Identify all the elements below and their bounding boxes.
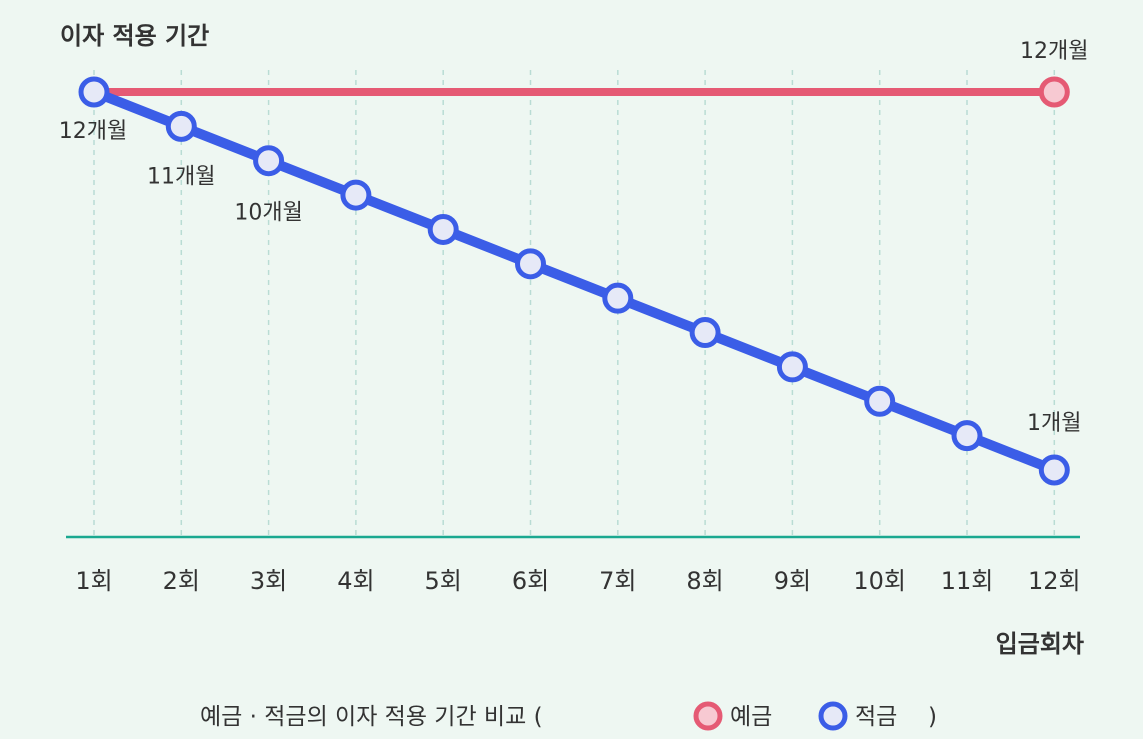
data-point-savings — [776, 351, 808, 383]
data-point-savings — [78, 76, 110, 108]
data-point-savings — [1038, 454, 1070, 486]
x-tick-label: 8회 — [686, 567, 723, 595]
point-label-savings: 1개월 — [1027, 411, 1081, 436]
point-labels: 12개월 12개월 11개월 10개월 1개월 — [59, 39, 1089, 436]
x-tick-label: 12회 — [1028, 567, 1081, 595]
series-points — [78, 76, 1070, 486]
point-label-savings: 10개월 — [234, 201, 302, 226]
x-tick-label: 2회 — [163, 567, 200, 595]
data-point-savings — [427, 213, 459, 245]
data-point-savings — [602, 282, 634, 314]
data-point-savings — [165, 110, 197, 142]
data-point-savings — [340, 179, 372, 211]
caption-suffix: ) — [928, 704, 937, 730]
series-line-savings — [89, 87, 1060, 475]
y-axis-title: 이자 적용 기간 — [60, 22, 209, 50]
x-tick-label: 11회 — [941, 567, 994, 595]
x-tick-label: 10회 — [853, 567, 906, 595]
caption-prefix: 예금 · 적금의 이자 적용 기간 비교 ( — [200, 704, 543, 730]
x-tick-label: 3회 — [250, 567, 287, 595]
data-point-savings — [864, 385, 896, 417]
x-tick-label: 7회 — [599, 567, 636, 595]
legend-caption: 예금 · 적금의 이자 적용 기간 비교 ( 예금 적금 ) — [200, 701, 937, 731]
x-tick-label: 9회 — [774, 567, 811, 595]
legend-label-deposit: 예금 — [730, 704, 772, 730]
data-point-savings — [253, 145, 285, 177]
data-point-savings — [689, 317, 721, 349]
x-tick-label: 1회 — [75, 567, 112, 595]
grid-lines — [93, 70, 1056, 537]
x-tick-label: 4회 — [337, 567, 374, 595]
data-point-deposit — [1038, 76, 1070, 108]
point-label-savings: 12개월 — [59, 119, 127, 144]
data-point-savings — [951, 420, 983, 452]
point-label-deposit: 12개월 — [1020, 39, 1088, 64]
legend-marker-deposit — [693, 701, 723, 731]
series-lines — [89, 87, 1060, 475]
x-axis-title: 입금회차 — [996, 630, 1084, 658]
point-label-savings: 11개월 — [147, 164, 215, 189]
x-tick-labels: 1회 2회 3회 4회 5회 6회 7회 8회 9회 10회 11회 12회 — [75, 567, 1080, 595]
x-tick-label: 5회 — [425, 567, 462, 595]
x-tick-label: 6회 — [512, 567, 549, 595]
legend-marker-savings — [818, 701, 848, 731]
legend-label-savings: 적금 — [855, 704, 897, 730]
data-point-savings — [515, 248, 546, 280]
